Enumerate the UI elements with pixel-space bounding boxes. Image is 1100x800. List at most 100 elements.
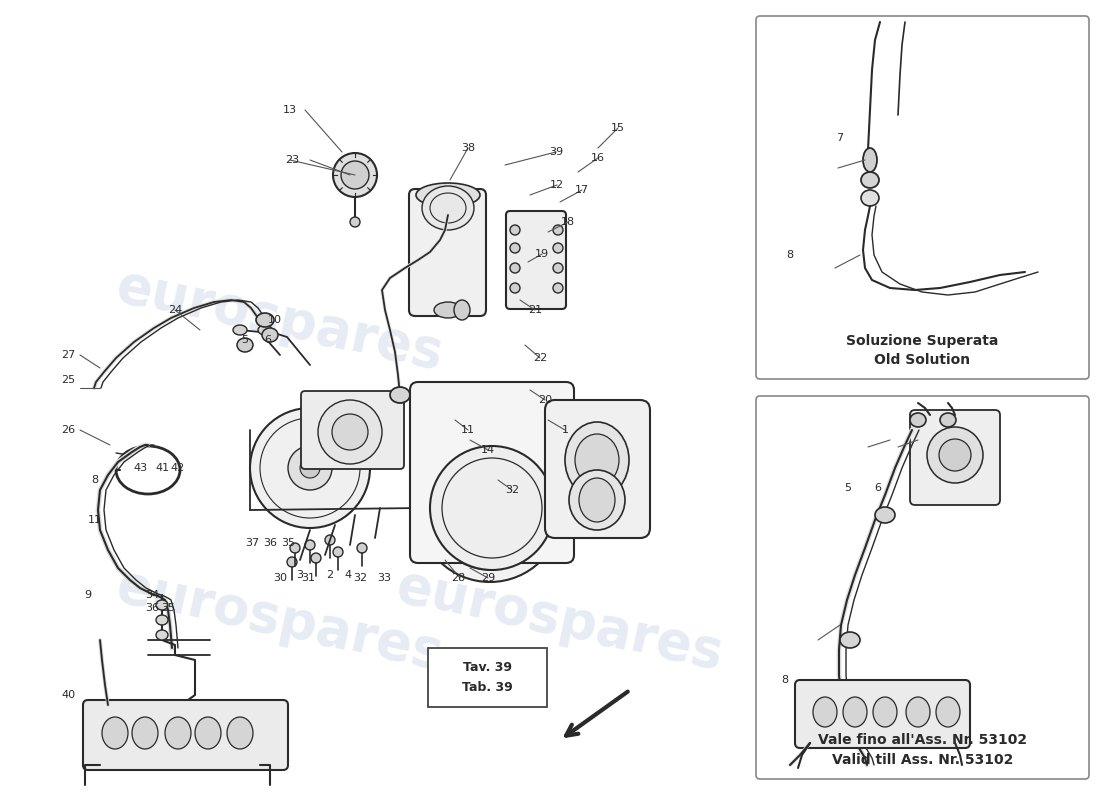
Ellipse shape (156, 630, 168, 640)
Text: 18: 18 (561, 217, 575, 227)
Ellipse shape (288, 446, 332, 490)
FancyBboxPatch shape (301, 391, 404, 469)
Text: 34: 34 (145, 590, 160, 600)
Text: 20: 20 (538, 395, 552, 405)
Ellipse shape (311, 553, 321, 563)
Ellipse shape (418, 438, 562, 582)
Ellipse shape (333, 547, 343, 557)
Text: eurospares: eurospares (112, 260, 449, 380)
Text: 33: 33 (377, 573, 390, 583)
FancyBboxPatch shape (795, 680, 970, 748)
Ellipse shape (510, 283, 520, 293)
Text: 24: 24 (168, 305, 183, 315)
Text: 8: 8 (786, 250, 793, 260)
Ellipse shape (843, 697, 867, 727)
FancyBboxPatch shape (544, 400, 650, 538)
Text: 41: 41 (155, 463, 169, 473)
Text: 7: 7 (836, 133, 844, 143)
Text: 5: 5 (845, 483, 851, 493)
Text: 27: 27 (60, 350, 75, 360)
Text: 40: 40 (60, 690, 75, 700)
FancyBboxPatch shape (410, 382, 574, 563)
Text: 31: 31 (301, 573, 315, 583)
Ellipse shape (341, 161, 368, 189)
Text: 21: 21 (528, 305, 542, 315)
Text: 6: 6 (874, 483, 881, 493)
Ellipse shape (434, 302, 462, 318)
Ellipse shape (861, 172, 879, 188)
Ellipse shape (910, 413, 926, 427)
Text: Tav. 39
Tab. 39: Tav. 39 Tab. 39 (462, 661, 513, 694)
Text: 14: 14 (481, 445, 495, 455)
Ellipse shape (940, 413, 956, 427)
Ellipse shape (510, 225, 520, 235)
Ellipse shape (290, 543, 300, 553)
Text: 32: 32 (353, 573, 367, 583)
Ellipse shape (936, 697, 960, 727)
Ellipse shape (156, 615, 168, 625)
Text: 25: 25 (60, 375, 75, 385)
Text: 37: 37 (245, 538, 260, 548)
Text: 16: 16 (591, 153, 605, 163)
Text: spares: spares (861, 544, 979, 596)
Text: 15: 15 (610, 123, 625, 133)
Ellipse shape (324, 535, 336, 545)
Ellipse shape (318, 400, 382, 464)
Ellipse shape (305, 540, 315, 550)
Ellipse shape (258, 325, 272, 335)
Ellipse shape (262, 328, 278, 342)
FancyBboxPatch shape (409, 189, 486, 316)
Ellipse shape (132, 717, 158, 749)
Ellipse shape (430, 446, 554, 570)
Text: 3: 3 (297, 570, 304, 580)
Ellipse shape (569, 470, 625, 530)
Text: spares: spares (861, 219, 979, 271)
Text: 22: 22 (532, 353, 547, 363)
Text: 42: 42 (170, 463, 185, 473)
Ellipse shape (553, 225, 563, 235)
Ellipse shape (565, 422, 629, 498)
Text: 28: 28 (451, 573, 465, 583)
Text: 1: 1 (561, 425, 569, 435)
Ellipse shape (553, 263, 563, 273)
Text: 35: 35 (161, 603, 175, 613)
Ellipse shape (579, 478, 615, 522)
Text: 26: 26 (60, 425, 75, 435)
Ellipse shape (906, 697, 930, 727)
Text: 30: 30 (273, 573, 287, 583)
Ellipse shape (553, 243, 563, 253)
Text: 13: 13 (283, 105, 297, 115)
FancyBboxPatch shape (910, 410, 1000, 505)
Ellipse shape (358, 543, 367, 553)
Text: Vale fino all'Ass. Nr. 53102
Valid till Ass. Nr. 53102: Vale fino all'Ass. Nr. 53102 Valid till … (818, 734, 1027, 767)
Ellipse shape (575, 434, 619, 486)
Ellipse shape (861, 190, 879, 206)
Text: 29: 29 (481, 573, 495, 583)
Ellipse shape (454, 300, 470, 320)
Ellipse shape (233, 325, 248, 335)
Text: 8: 8 (91, 475, 99, 485)
Ellipse shape (874, 507, 895, 523)
Text: 9: 9 (85, 590, 91, 600)
Ellipse shape (333, 153, 377, 197)
Ellipse shape (350, 217, 360, 227)
FancyBboxPatch shape (756, 396, 1089, 779)
FancyBboxPatch shape (756, 16, 1089, 379)
FancyBboxPatch shape (506, 211, 566, 309)
Text: Soluzione Superata
Old Solution: Soluzione Superata Old Solution (846, 334, 999, 367)
Text: 36: 36 (263, 538, 277, 548)
Ellipse shape (227, 717, 253, 749)
Ellipse shape (510, 243, 520, 253)
Ellipse shape (250, 408, 370, 528)
Ellipse shape (840, 632, 860, 648)
Ellipse shape (553, 283, 563, 293)
Text: eurospares: eurospares (392, 560, 728, 680)
Ellipse shape (332, 414, 368, 450)
Ellipse shape (472, 492, 508, 528)
Text: 17: 17 (575, 185, 590, 195)
Ellipse shape (939, 439, 971, 471)
Ellipse shape (156, 600, 168, 610)
Text: 38: 38 (461, 143, 475, 153)
Ellipse shape (300, 458, 320, 478)
Ellipse shape (510, 263, 520, 273)
